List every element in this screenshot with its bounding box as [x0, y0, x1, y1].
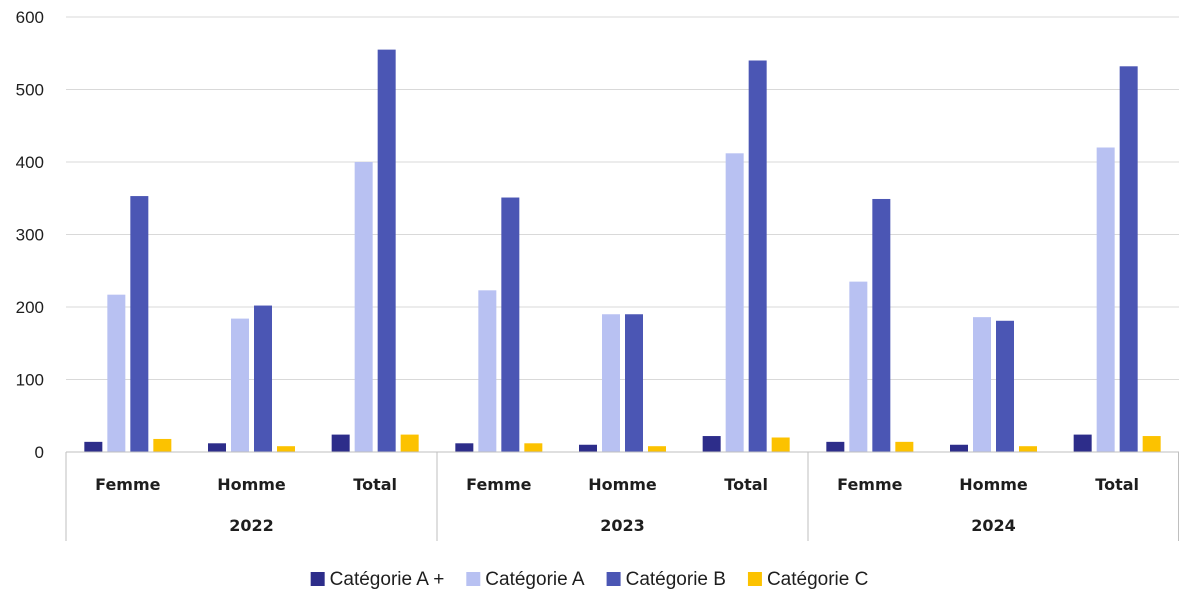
bar-cat-gorie-b-4: [625, 314, 643, 452]
bar-cat-gorie-a-0: [84, 442, 102, 452]
bar-cat-gorie-c-2: [401, 435, 419, 452]
bar-cat-gorie-a-1: [208, 443, 226, 452]
x-group-label: 2024: [971, 516, 1016, 535]
y-axis-tick-labels: 0 100 200 300 400 500 600: [16, 8, 44, 462]
bar-cat-gorie-a-5: [726, 153, 744, 452]
legend-label: Catégorie A +: [330, 569, 445, 590]
legend: Catégorie A + Catégorie A Catégorie B Catég…: [311, 569, 869, 590]
y-tick-label: 600: [16, 8, 44, 27]
legend-label: Catégorie C: [767, 569, 868, 590]
bar-cat-gorie-c-8: [1143, 436, 1161, 452]
bar-cat-gorie-a-3: [478, 290, 496, 452]
x-category-label: Homme: [217, 475, 286, 494]
legend-swatch: [748, 572, 762, 586]
bar-cat-gorie-c-0: [153, 439, 171, 452]
bar-cat-gorie-c-5: [772, 438, 790, 453]
x-category-label: Homme: [588, 475, 657, 494]
bar-cat-gorie-c-7: [1019, 446, 1037, 452]
x-category-label: Homme: [959, 475, 1028, 494]
bar-cat-gorie-a-4: [602, 314, 620, 452]
bar-cat-gorie-b-3: [501, 198, 519, 452]
legend-swatch: [311, 572, 325, 586]
bar-cat-gorie-b-2: [378, 50, 396, 452]
bar-cat-gorie-a-6: [849, 282, 867, 452]
bar-cat-gorie-a-0: [107, 295, 125, 452]
bar-cat-gorie-a-1: [231, 319, 249, 452]
bar-cat-gorie-b-7: [996, 321, 1014, 452]
x-category-label: Total: [1095, 475, 1139, 494]
bars: [84, 50, 1160, 452]
y-tick-label: 200: [16, 298, 44, 317]
bar-cat-gorie-a-8: [1074, 435, 1092, 452]
y-tick-label: 300: [16, 226, 44, 245]
x-category-label: Total: [353, 475, 397, 494]
bar-cat-gorie-a-7: [973, 317, 991, 452]
bar-cat-gorie-c-3: [524, 443, 542, 452]
x-group-label: 2023: [600, 516, 645, 535]
bar-cat-gorie-a-2: [355, 162, 373, 452]
x-category-label: Total: [724, 475, 768, 494]
bar-cat-gorie-b-5: [749, 61, 767, 453]
bar-cat-gorie-a-6: [826, 442, 844, 452]
y-tick-label: 0: [35, 443, 44, 462]
legend-label: Catégorie A: [485, 569, 585, 590]
y-tick-label: 400: [16, 153, 44, 172]
bar-cat-gorie-a-8: [1097, 148, 1115, 453]
bar-cat-gorie-a-3: [455, 443, 473, 452]
legend-label: Catégorie B: [626, 569, 726, 590]
bar-cat-gorie-b-0: [130, 196, 148, 452]
bar-cat-gorie-a-7: [950, 445, 968, 452]
x-category-label: Femme: [837, 475, 902, 494]
legend-swatch: [466, 572, 480, 586]
bar-cat-gorie-b-6: [872, 199, 890, 452]
y-tick-label: 100: [16, 371, 44, 390]
bar-cat-gorie-b-8: [1120, 66, 1138, 452]
legend-swatch: [607, 572, 621, 586]
x-category-label: Femme: [466, 475, 531, 494]
x-category-label: Femme: [95, 475, 160, 494]
bar-cat-gorie-c-1: [277, 446, 295, 452]
bar-cat-gorie-a-4: [579, 445, 597, 452]
bar-cat-gorie-c-4: [648, 446, 666, 452]
bar-cat-gorie-c-6: [895, 442, 913, 452]
x-group-label: 2022: [229, 516, 274, 535]
bar-cat-gorie-a-2: [332, 435, 350, 452]
bar-cat-gorie-a-5: [703, 436, 721, 452]
x-axis: Femme Homme Total 2022 Femme Homme Total 2023 Fe…: [66, 452, 1179, 541]
y-tick-label: 500: [16, 81, 44, 100]
bar-cat-gorie-b-1: [254, 306, 272, 452]
